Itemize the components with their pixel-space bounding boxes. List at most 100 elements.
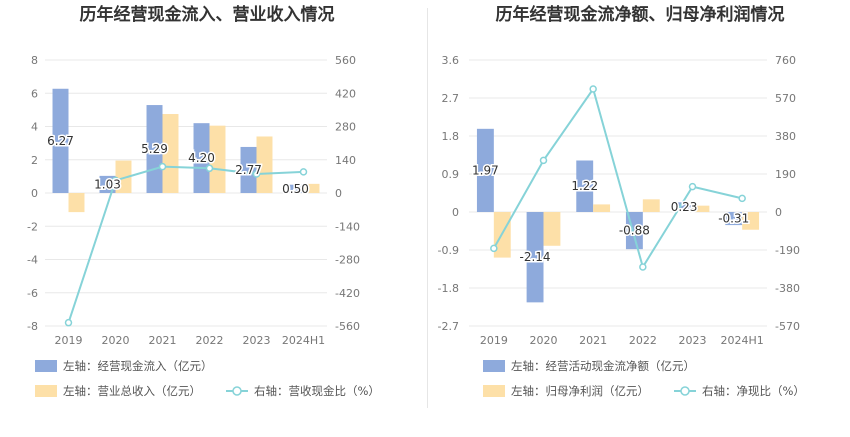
left-axis-tick: 2: [31, 154, 38, 167]
right-axis-tick: -140: [335, 220, 360, 233]
line-point: [639, 263, 647, 271]
left-axis-tick: -6: [27, 287, 38, 300]
chart-left: 历年经营现金流入、营业收入情况86420-2-4-6-8560420280140…: [27, 4, 380, 398]
legend-label: 左轴：经营活动现金流净额（亿元）: [511, 359, 695, 373]
data-label: -0.88: [619, 224, 650, 238]
bar-secondary: [642, 199, 660, 212]
legend-label: 左轴：归母净利润（亿元）: [511, 384, 649, 398]
x-axis-tick: 2022: [196, 334, 224, 347]
series-line: [67, 165, 304, 323]
legend-swatch: [483, 360, 505, 372]
left-axis-tick: -1.8: [438, 282, 459, 295]
data-label: 0.23: [671, 200, 698, 214]
bar-primary: [476, 128, 494, 212]
data-label: 1.03: [94, 177, 121, 191]
left-axis-tick: 4: [31, 121, 38, 134]
legend-swatch: [35, 385, 57, 397]
legend-label: 右轴：营收现金比（%）: [254, 384, 380, 398]
x-axis-tick: 2024H1: [282, 334, 325, 347]
x-axis-tick: 2020: [530, 334, 558, 347]
bar-primary: [52, 88, 69, 193]
left-axis-tick: 0: [31, 187, 38, 200]
left-axis-tick: 0: [452, 206, 459, 219]
data-label: 1.97: [472, 163, 499, 177]
line-point: [252, 170, 261, 178]
right-axis-tick: -420: [335, 287, 360, 300]
bar-primary: [287, 184, 304, 193]
line-point: [111, 176, 120, 185]
right-axis-tick: 140: [335, 154, 356, 167]
bar-primary: [675, 202, 693, 212]
bar-secondary: [303, 183, 320, 193]
line-point: [738, 194, 746, 203]
right-axis-tick: 0: [335, 187, 342, 200]
bar-secondary: [742, 212, 760, 230]
chart-right: 历年经营现金流净额、归母净利润情况 3.6 2.7 1.8 0.9 0 -0.9 -1.8 -2…: [438, 4, 805, 398]
data-label: -2.14: [520, 250, 551, 264]
legend-label: 左轴：经营现金流入（亿元）: [63, 359, 213, 373]
x-axis-tick: 2023: [243, 334, 271, 347]
left-axis-tick: -0.9: [438, 244, 459, 257]
line-point: [158, 162, 167, 171]
right-axis-tick: 190: [775, 168, 796, 181]
x-axis-tick: 2023: [679, 334, 707, 347]
data-label: -0.31: [718, 212, 749, 226]
right-axis-tick: 420: [335, 87, 356, 100]
right-axis-tick: -280: [335, 254, 360, 267]
right-axis-tick: 0: [775, 206, 782, 219]
legend-swatch-marker: [232, 386, 242, 396]
line-point: [688, 182, 697, 191]
data-label: 6.27: [47, 134, 74, 148]
right-axis-tick: 570: [775, 92, 796, 105]
series-line: [492, 86, 743, 270]
left-axis-tick: 2.7: [442, 92, 460, 105]
legend-swatch: [483, 385, 505, 397]
left-axis-tick: 6: [31, 87, 38, 100]
right-axis-tick: 380: [775, 130, 796, 143]
chart-title: 历年经营现金流净额、归母净利润情况: [496, 4, 785, 25]
line-point: [589, 85, 597, 93]
data-label: 4.20: [188, 151, 215, 165]
x-axis-tick: 2021: [579, 334, 607, 347]
line-point: [539, 156, 548, 165]
bar-secondary: [692, 205, 710, 212]
left-axis-tick: -2: [27, 220, 38, 233]
left-axis-tick: -4: [27, 254, 38, 267]
bar-secondary: [256, 136, 273, 193]
panel-divider: [427, 8, 428, 408]
right-axis-tick: -190: [775, 244, 800, 257]
right-axis-tick: -560: [335, 320, 360, 333]
bar-secondary: [543, 212, 561, 246]
legend-label: 左轴：营业总收入（亿元）: [63, 384, 201, 398]
line-point: [205, 164, 214, 173]
left-axis-tick: 1.8: [442, 130, 460, 143]
data-label: 1.22: [571, 179, 598, 193]
legend-swatch-marker: [680, 386, 690, 396]
data-label: 0.50: [282, 182, 309, 196]
x-axis-tick: 2024H1: [721, 334, 764, 347]
bar-primary: [193, 123, 210, 193]
bar-primary: [526, 212, 544, 303]
x-axis-tick: 2019: [55, 334, 83, 347]
x-axis-tick: 2019: [480, 334, 508, 347]
left-axis-tick: -8: [27, 320, 38, 333]
x-axis-tick: 2022: [629, 334, 657, 347]
bar-secondary: [162, 114, 179, 193]
bar-secondary: [209, 125, 226, 193]
right-axis-tick: -380: [775, 282, 800, 295]
line-point: [299, 168, 308, 176]
bar-primary: [576, 160, 594, 212]
left-axis-tick: 0.9: [442, 168, 460, 181]
legend-swatch: [35, 360, 57, 372]
data-label: 2.77: [235, 163, 262, 177]
left-axis-tick: 3.6: [442, 54, 460, 67]
x-axis-tick: 2020: [102, 334, 130, 347]
bar-primary: [240, 146, 257, 193]
line-point: [490, 244, 498, 253]
bar-secondary: [115, 160, 132, 193]
bar-secondary: [68, 193, 85, 213]
legend-label: 右轴：净现比（%）: [702, 384, 805, 398]
right-axis-tick: 280: [335, 121, 356, 134]
bar-primary: [725, 212, 743, 226]
